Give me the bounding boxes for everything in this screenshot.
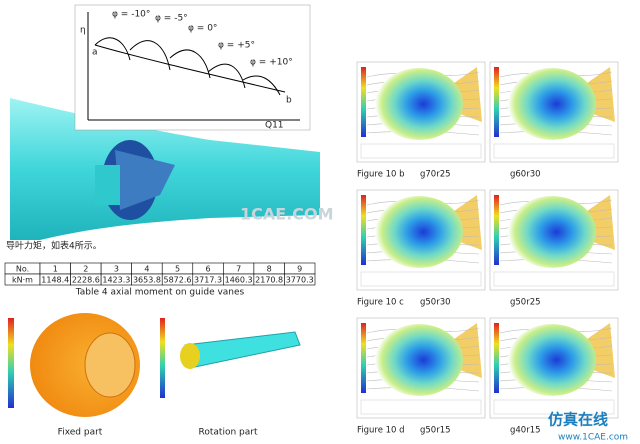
cfd-colorbar: [494, 323, 499, 393]
table-text: No.: [16, 265, 29, 274]
colorbar: [8, 318, 14, 408]
table-text: 5872.6: [164, 276, 192, 285]
right-figures: Figure 10 b g70r25 g60r30 Figure 10 c g50r30…: [356, 61, 619, 436]
table-text: 3717.3: [194, 276, 222, 285]
curve-label: φ = +5°: [218, 41, 255, 51]
y-axis-label: η: [80, 26, 86, 36]
cfd-field: [508, 324, 596, 396]
table-text: 1423.3: [102, 276, 130, 285]
logo: 仿真在线: [548, 411, 608, 429]
cfd-legend-box: [360, 399, 482, 415]
table-cell: [284, 273, 316, 286]
cfd-field: [508, 196, 596, 268]
cfd-legend-box: [360, 143, 482, 159]
x-axis-label: Q11: [265, 121, 284, 131]
guide-vane-ring: [95, 165, 120, 205]
table-caption: Table 4 axial moment on guide vanes: [75, 288, 245, 298]
curve-label: φ = 0°: [188, 24, 217, 34]
table-text: 4: [144, 265, 149, 274]
efficiency-curves: [94, 37, 281, 96]
envelope-curve: [94, 44, 286, 93]
fixed-part-inlet: [84, 332, 136, 398]
note: 导叶力矩，如表4所示。: [6, 240, 102, 252]
table-text: 7: [236, 265, 241, 274]
figure-label: Fixed part: [58, 428, 103, 438]
rotation-part-model: [184, 331, 301, 369]
cfd-legend-box: [493, 399, 615, 415]
rotation-part-runner: [180, 343, 200, 369]
cfd-legend-box: [493, 143, 615, 159]
cfd-legend-box: [493, 271, 615, 287]
table-text: 3653.8: [133, 276, 161, 285]
cfd-field: [508, 68, 596, 140]
table: No. 1 2 3 4 5 6 7 8 9 kN·m 1148.4 2228.6 1423.3 3653.8…: [4, 262, 316, 286]
figure-label: Rotation part: [199, 428, 258, 438]
logo-url: www.1CAE.com: [558, 433, 628, 443]
figure-number: Figure 10 c: [357, 298, 404, 308]
table-text: 3770.3: [286, 276, 314, 285]
table-text: 2228.6: [72, 276, 100, 285]
table-text: kN·m: [12, 276, 33, 285]
cfd-colorbar: [494, 195, 499, 265]
curve-label: φ = -5°: [155, 14, 188, 24]
table-text: 3: [114, 265, 119, 274]
table-text: 1148.4: [41, 276, 69, 285]
cfd-field: [375, 196, 463, 268]
cfd-colorbar: [361, 323, 366, 393]
cfd-colorbar: [494, 67, 499, 137]
table-text: 9: [297, 265, 302, 274]
figure-label: g50r15: [420, 426, 451, 436]
colorbar: [160, 318, 165, 398]
point-label: a: [92, 48, 98, 58]
point-label: b: [286, 96, 292, 106]
cfd-legend-box: [360, 271, 482, 287]
cfd-colorbar: [361, 67, 366, 137]
diagram-frame: [74, 4, 311, 131]
figure-label: g50r30: [420, 298, 451, 308]
table-text: 1460.3: [225, 276, 253, 285]
turbine-blades: [115, 150, 175, 210]
table-text: 2170.8: [255, 276, 283, 285]
table-text: 2: [83, 265, 88, 274]
curve-label: φ = +10°: [250, 58, 293, 68]
figure-label: g60r30: [510, 170, 541, 180]
cfd-colorbar: [361, 195, 366, 265]
figure-label: g40r15: [510, 426, 541, 436]
table-text: 5: [175, 265, 180, 274]
table-text: 8: [267, 265, 272, 274]
figure-number: Figure 10 d: [357, 426, 405, 436]
table-text: 6: [206, 265, 211, 274]
cfd-field: [375, 68, 463, 140]
table-text: 1: [53, 265, 58, 274]
figure-label: g50r25: [510, 298, 541, 308]
figure-label: g70r25: [420, 170, 451, 180]
watermark: 1CAE.COM: [240, 205, 334, 224]
curve-label: φ = -10°: [112, 10, 150, 20]
cfd-field: [375, 324, 463, 396]
figure-number: Figure 10 b: [357, 170, 405, 180]
